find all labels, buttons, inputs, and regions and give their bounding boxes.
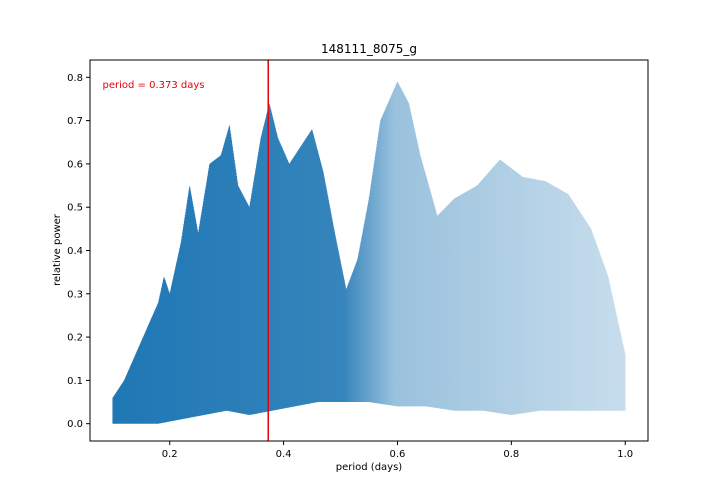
x-axis-label: period (days) [336, 462, 403, 473]
y-tick-label: 0.0 [67, 419, 83, 430]
x-tick-label: 0.4 [276, 449, 292, 460]
x-tick-label: 0.8 [503, 449, 519, 460]
y-tick-label: 0.1 [67, 376, 83, 387]
periodogram-trace [112, 81, 626, 424]
x-tick-label: 0.2 [162, 449, 178, 460]
periodogram-series [112, 81, 626, 424]
x-tick-label: 0.6 [390, 449, 406, 460]
y-axis-label: relative power [52, 213, 63, 286]
y-tick-label: 0.5 [67, 203, 83, 214]
x-tick-label: 1.0 [617, 449, 633, 460]
y-axis-ticks: 0.0 0.1 0.2 0.3 0.4 0.5 0.6 0.7 0.8 [67, 73, 90, 430]
y-tick-label: 0.8 [67, 73, 83, 84]
y-tick-label: 0.3 [67, 289, 83, 300]
y-tick-label: 0.7 [67, 116, 83, 127]
chart-title: 148111_8075_g [321, 42, 417, 56]
y-tick-label: 0.2 [67, 333, 83, 344]
period-annotation: period = 0.373 days [103, 80, 205, 91]
x-axis-ticks: 0.2 0.4 0.6 0.8 1.0 [162, 441, 633, 460]
y-tick-label: 0.6 [67, 159, 83, 170]
y-tick-label: 0.4 [67, 246, 83, 257]
